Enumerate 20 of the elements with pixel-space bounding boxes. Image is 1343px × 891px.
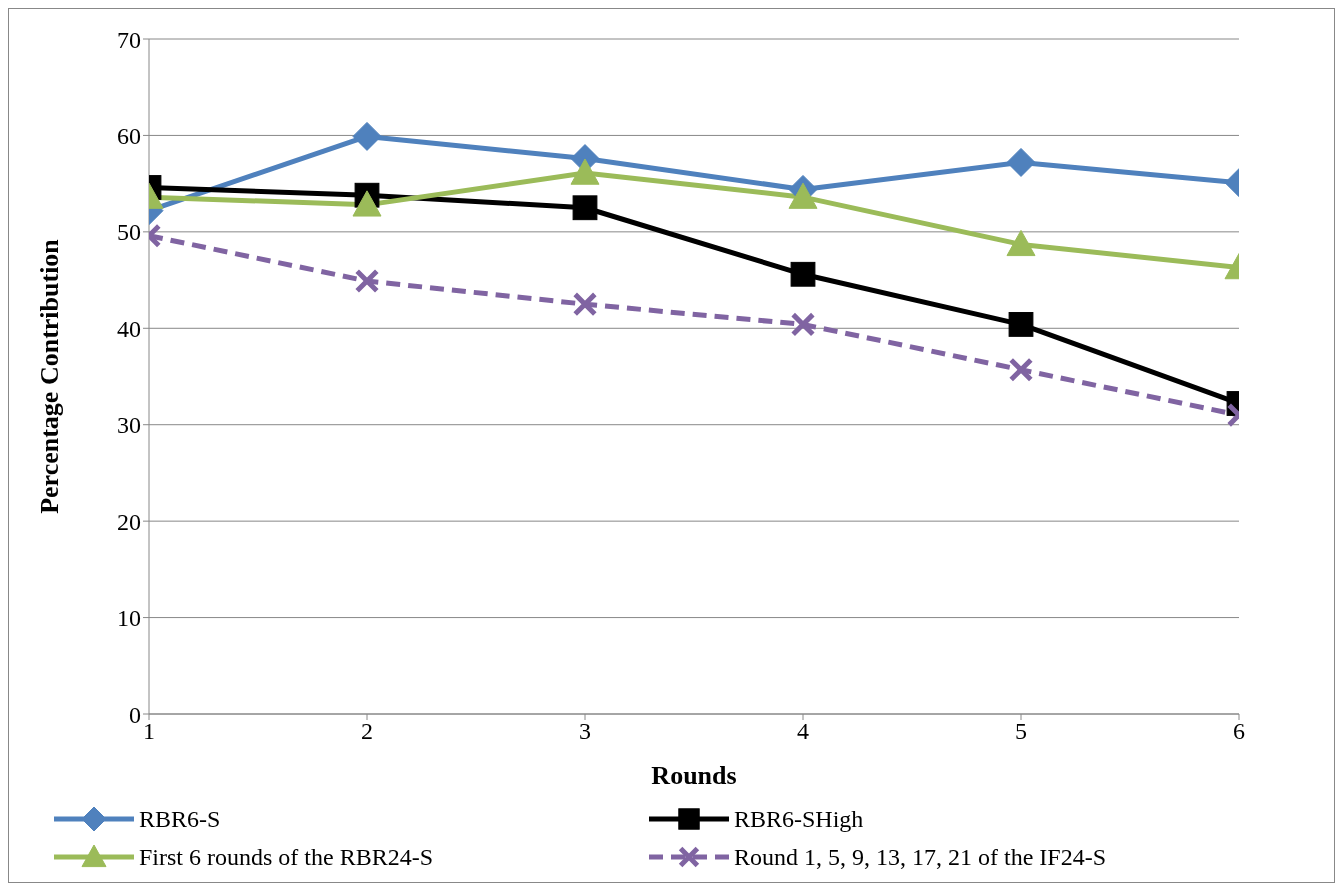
x-tick-label: 3 bbox=[579, 718, 591, 745]
x-tick-label: 6 bbox=[1233, 718, 1245, 745]
y-tick-label: 20 bbox=[117, 508, 141, 535]
y-tick-label: 10 bbox=[117, 605, 141, 632]
y-tick-label: 40 bbox=[117, 315, 141, 342]
x-tick-label: 1 bbox=[143, 718, 155, 745]
y-tick-label: 70 bbox=[117, 26, 141, 53]
legend-label: RBR6-S bbox=[139, 805, 221, 833]
x-tick-label: 5 bbox=[1015, 718, 1027, 745]
y-axis-title: Percentage Contribution bbox=[35, 238, 65, 514]
y-tick-label: 60 bbox=[117, 122, 141, 149]
legend-label: Round 1, 5, 9, 13, 17, 21 of the IF24-S bbox=[734, 843, 1106, 871]
x-tick-label: 2 bbox=[361, 718, 373, 745]
x-tick-label: 4 bbox=[797, 718, 809, 745]
y-tick-label: 50 bbox=[117, 219, 141, 246]
legend-label: First 6 rounds of the RBR24-S bbox=[139, 843, 434, 871]
y-tick-label: 30 bbox=[117, 412, 141, 439]
legend-label: RBR6-SHigh bbox=[734, 805, 864, 833]
y-tick-label: 0 bbox=[129, 701, 141, 728]
x-axis-title: Rounds bbox=[651, 761, 737, 790]
